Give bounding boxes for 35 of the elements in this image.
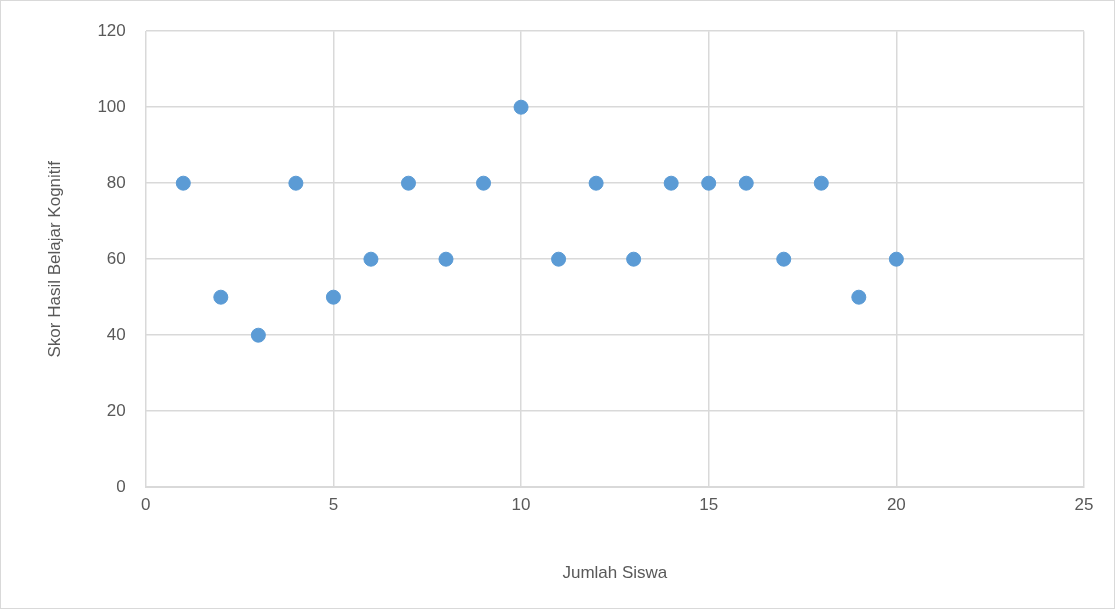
x-tick-label: 0 (141, 495, 151, 515)
point (513, 99, 529, 115)
y-tick-label: 100 (97, 96, 126, 116)
x-tick-label: 20 (886, 495, 906, 515)
x-tick-label: 25 (1074, 495, 1094, 515)
y-tick-label: 40 (106, 324, 126, 344)
x-tick-label: 5 (328, 495, 339, 515)
point (701, 175, 717, 191)
y-tick-label: 60 (106, 248, 126, 268)
point (213, 289, 229, 305)
y-tick-label: 80 (106, 172, 126, 192)
point (476, 175, 492, 191)
y-tick-label: 20 (106, 400, 126, 420)
point (438, 251, 454, 267)
point (551, 251, 567, 267)
x-tick-label: 10 (511, 495, 531, 515)
point (363, 251, 379, 267)
point (325, 289, 341, 305)
point (813, 175, 829, 191)
point (738, 175, 754, 191)
y-tick-label: 0 (116, 476, 126, 496)
point (663, 175, 679, 191)
y-axis-title: Skor Hasil Belajar Kognitif (44, 160, 64, 358)
point (888, 251, 904, 267)
x-tick-label: 15 (699, 495, 719, 515)
point (626, 251, 642, 267)
point (588, 175, 604, 191)
point (288, 175, 304, 191)
x-axis-title: Jumlah Siswa (562, 563, 668, 583)
point (776, 251, 792, 267)
point (250, 327, 266, 343)
point (175, 175, 191, 191)
point (851, 289, 867, 305)
y-tick-label: 120 (97, 20, 126, 40)
point (400, 175, 416, 191)
